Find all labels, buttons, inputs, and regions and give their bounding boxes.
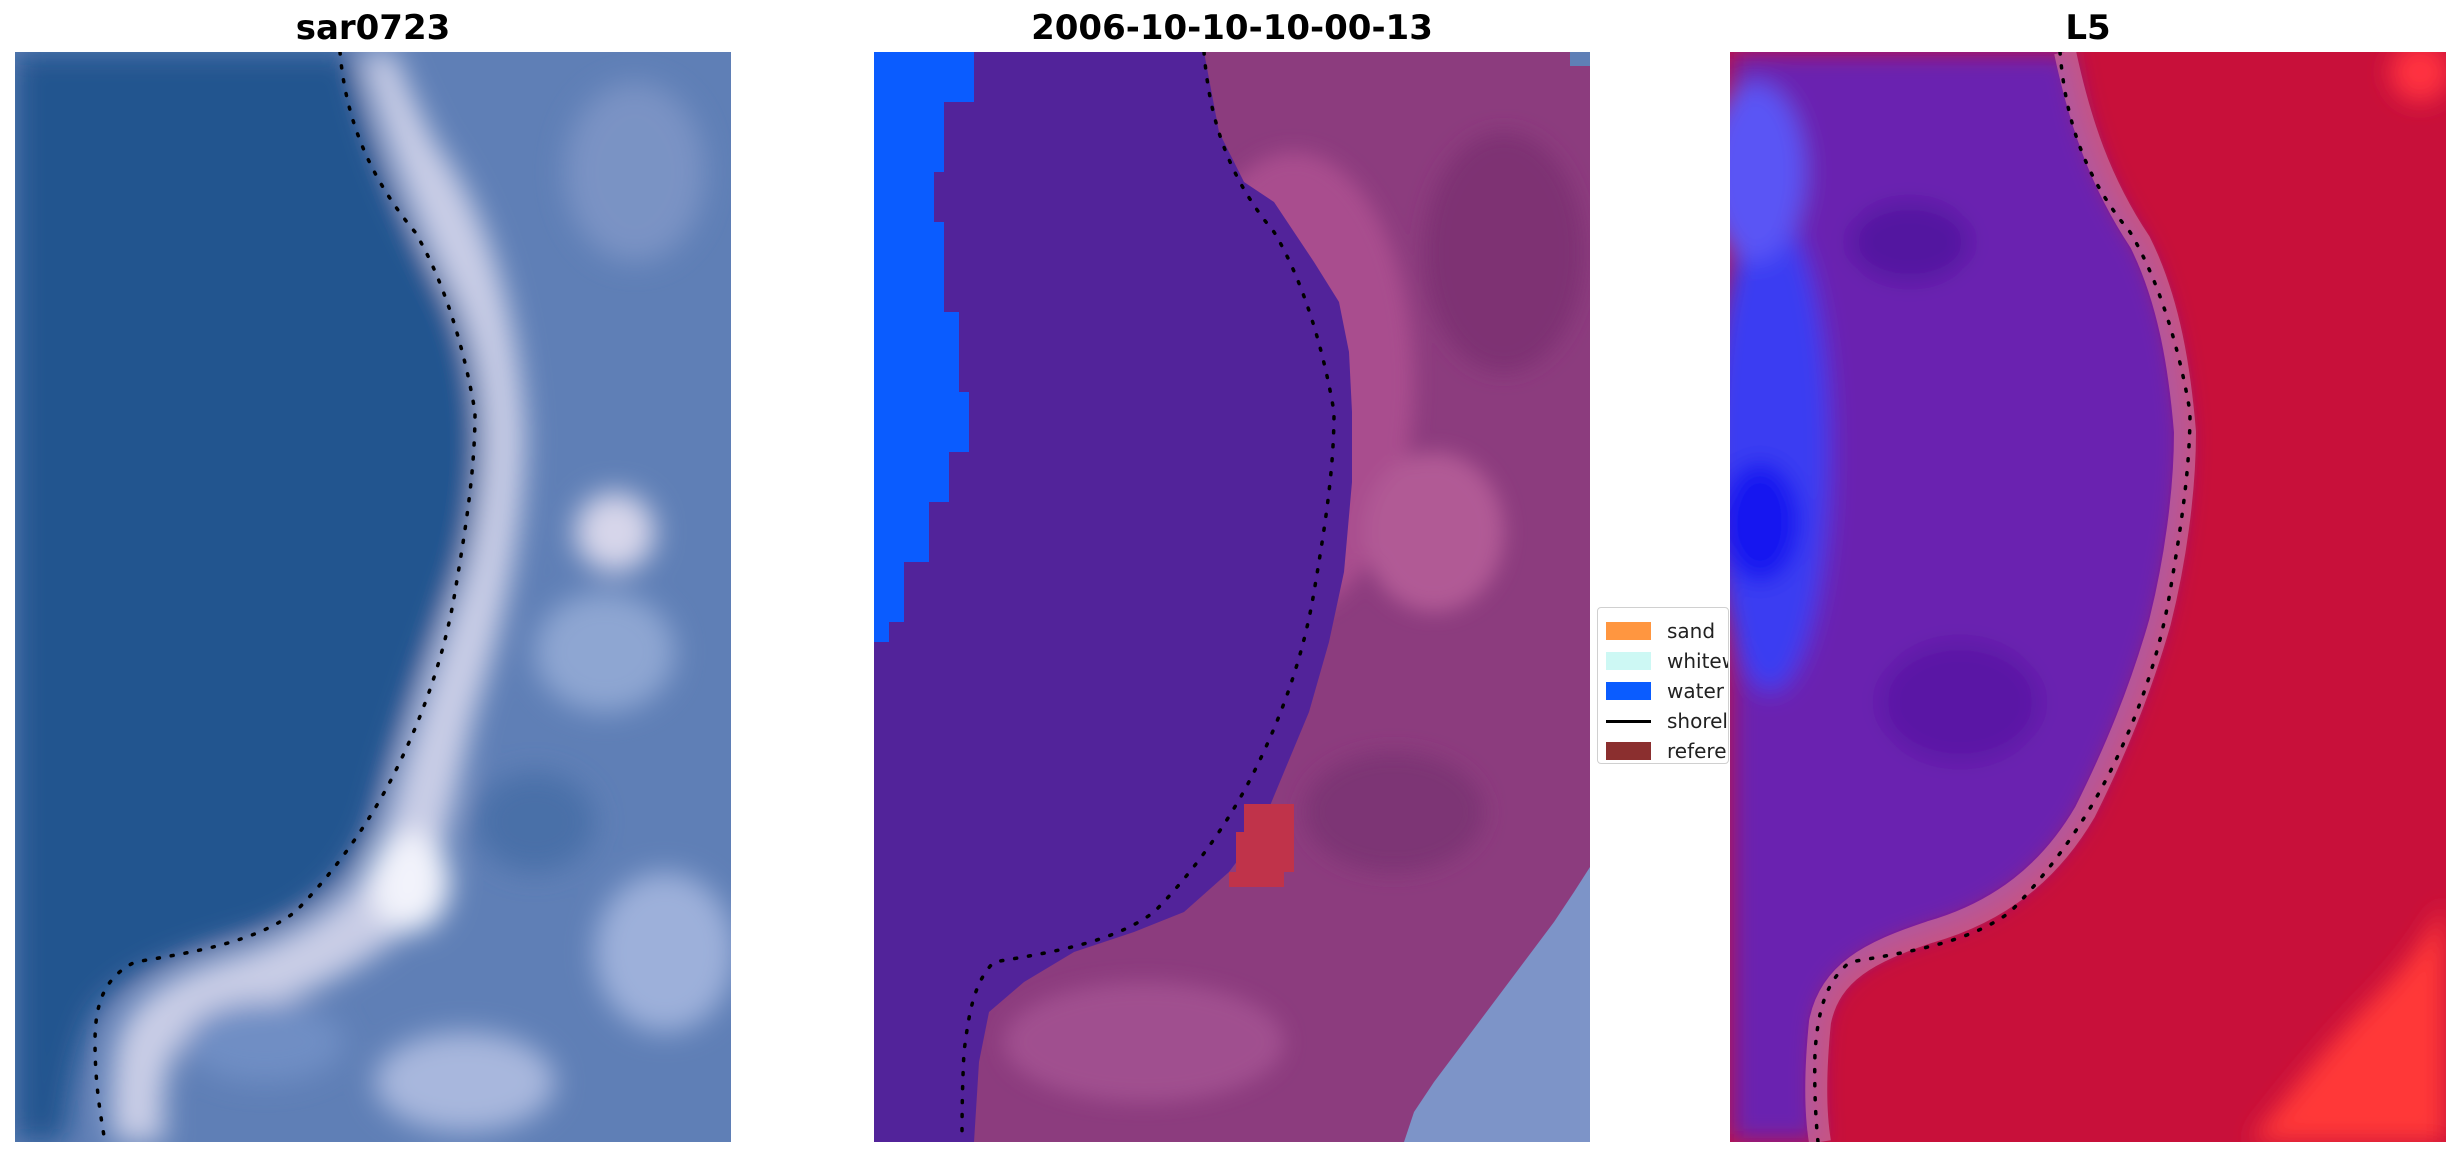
legend-item-water: water — [1606, 678, 1724, 704]
legend-color-swatch — [1606, 742, 1651, 760]
legend-color-swatch — [1606, 682, 1651, 700]
rgb-image-panel — [15, 52, 731, 1142]
index-panel — [1730, 52, 2446, 1142]
unclassified-corner-top — [1570, 52, 1590, 66]
legend-item-shorel: shorel — [1606, 708, 1728, 734]
legend-item-sand: sand — [1606, 618, 1715, 644]
panel-title-2: 2006-10-10-10-00-13 — [1031, 8, 1433, 48]
rgb-image — [15, 52, 731, 1142]
water-body-region — [874, 52, 1352, 1142]
shoreline-dotted — [960, 52, 1336, 1142]
water-class-region — [874, 52, 974, 642]
legend-label: shorel — [1667, 709, 1728, 733]
legend-line-swatch — [1606, 719, 1651, 723]
legend-color-swatch — [1606, 652, 1651, 670]
classification-panel — [874, 52, 1590, 1142]
unclassified-corner — [1404, 867, 1590, 1142]
legend-item-referer: referer — [1606, 738, 1729, 763]
shoreline-dotted — [1812, 52, 2192, 1142]
classification-image — [874, 52, 1590, 1142]
legend-color-swatch — [1606, 622, 1651, 640]
legend-label: referer — [1667, 739, 1729, 763]
legend-label: water — [1667, 679, 1724, 703]
legend-label: sand — [1667, 619, 1716, 643]
transition-band — [1805, 52, 2197, 1142]
panel-title-3: L5 — [2065, 8, 2111, 48]
panel-title-1: sar0723 — [295, 8, 451, 48]
index-image — [1730, 52, 2446, 1142]
reference-patch — [1229, 804, 1294, 887]
